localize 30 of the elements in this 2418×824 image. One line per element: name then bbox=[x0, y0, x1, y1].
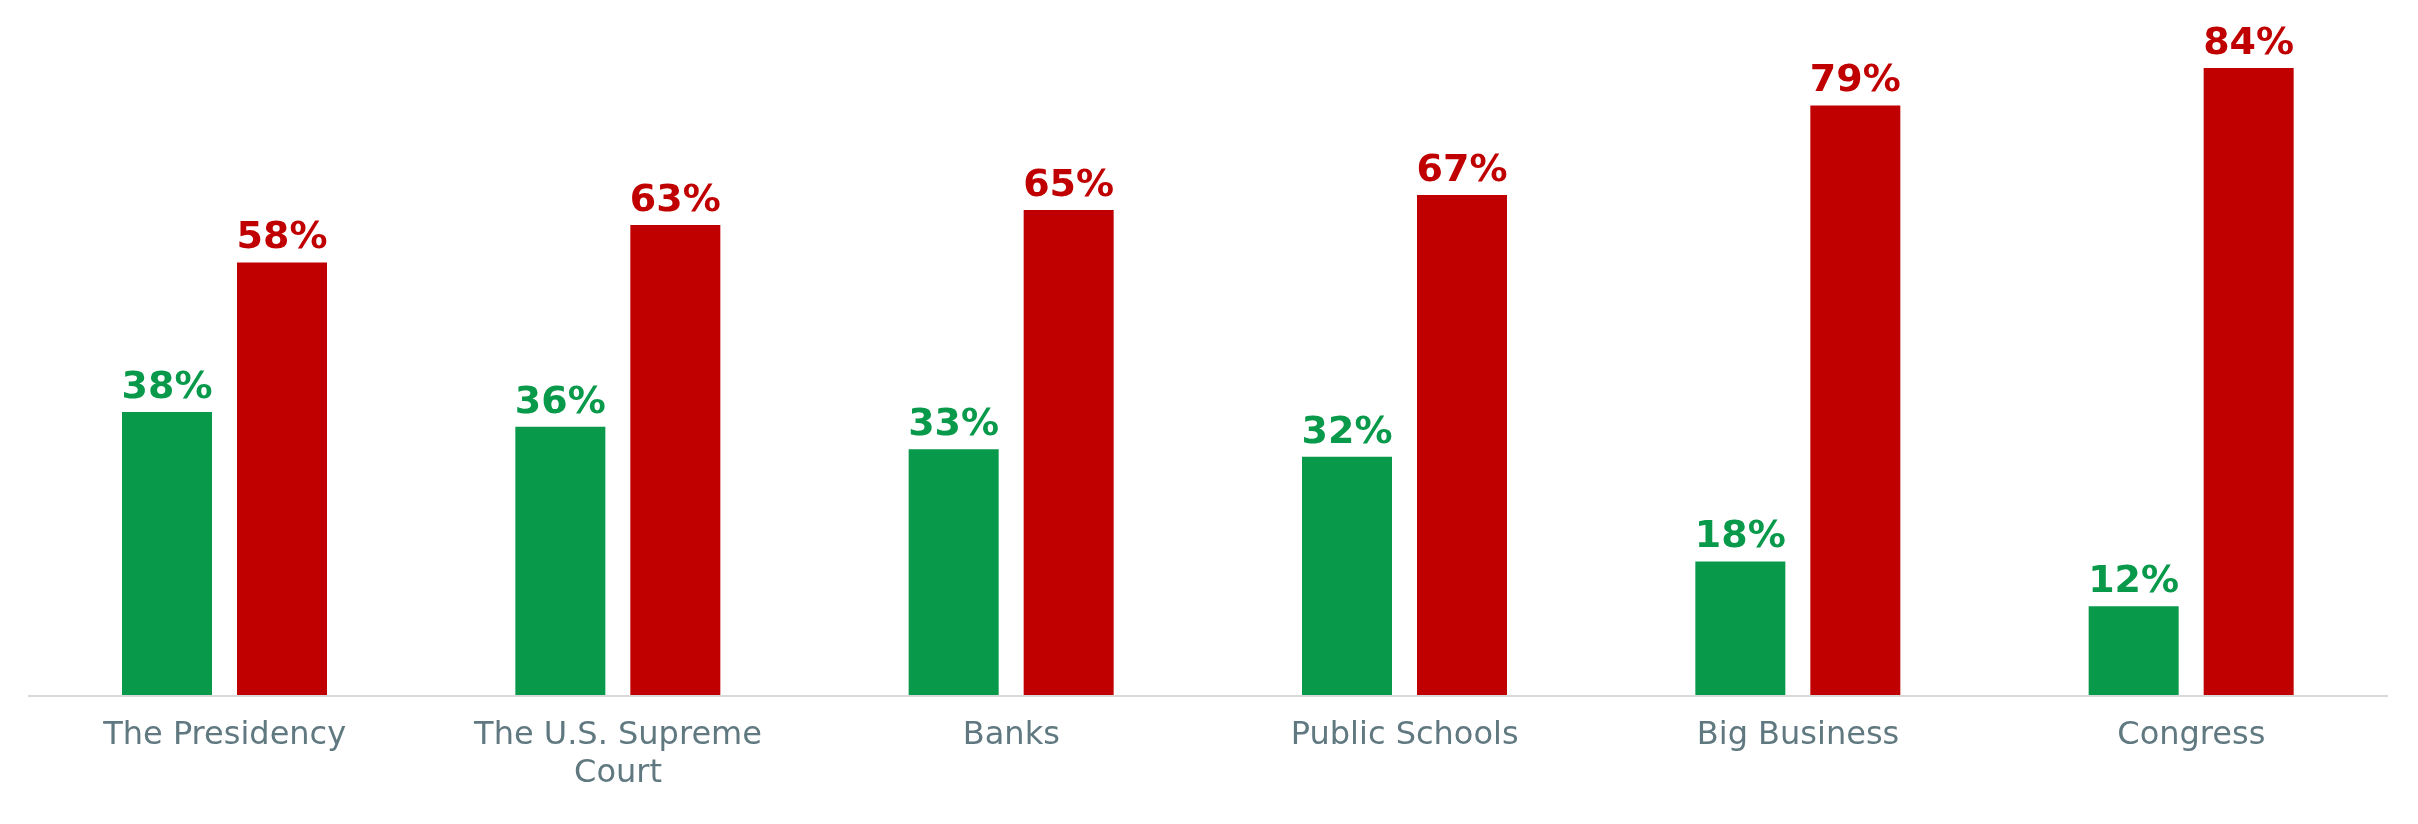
data-label: 65% bbox=[1023, 161, 1115, 206]
data-label: 36% bbox=[514, 377, 606, 422]
data-label: 58% bbox=[236, 213, 328, 258]
data-label: 32% bbox=[1301, 407, 1393, 452]
bar bbox=[1302, 456, 1392, 696]
data-label: 38% bbox=[121, 362, 213, 407]
bar bbox=[1023, 210, 1114, 696]
x-tick-label: Banks bbox=[962, 714, 1060, 752]
data-label: 67% bbox=[1416, 146, 1508, 191]
data-label: 18% bbox=[1694, 512, 1786, 557]
data-label: 79% bbox=[1809, 56, 1901, 101]
x-tick-label: Big Business bbox=[1696, 714, 1900, 752]
bar bbox=[908, 449, 999, 696]
x-tick-label: The U.S. Supreme Court bbox=[473, 714, 762, 790]
bar bbox=[2203, 68, 2294, 696]
bar bbox=[1810, 105, 1901, 696]
data-label: 63% bbox=[629, 176, 721, 220]
bar bbox=[1695, 561, 1786, 696]
x-tick-label: Public Schools bbox=[1290, 714, 1519, 752]
x-tick-label: Congress bbox=[2117, 714, 2266, 752]
bar bbox=[1417, 195, 1507, 696]
data-label: 84% bbox=[2203, 19, 2295, 63]
bar bbox=[515, 426, 606, 696]
x-tick-label: The Presidency bbox=[102, 714, 347, 752]
bar bbox=[2088, 606, 2179, 696]
bar bbox=[122, 411, 212, 696]
data-label: 12% bbox=[2088, 557, 2180, 602]
data-label: 33% bbox=[908, 400, 1000, 445]
bar bbox=[237, 262, 327, 696]
bar bbox=[630, 225, 721, 696]
